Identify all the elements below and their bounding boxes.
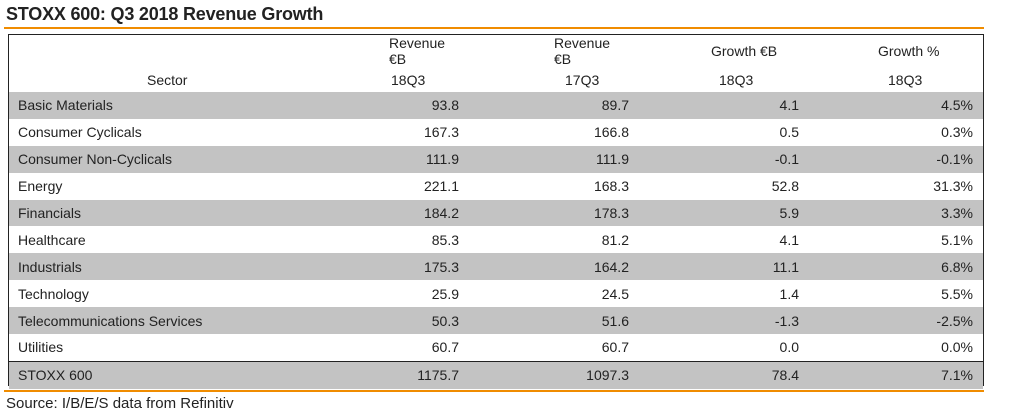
revenue-18q3-cell: 167.3 [423,124,459,141]
sector-cell: STOXX 600 [9,360,289,389]
revenue-17q3-cell: 89.7 [459,92,629,119]
growth-eur-cell: 4.1 [629,92,799,119]
revenue-17q3-cell: 166.8 [593,124,629,141]
revenue-17q3-cell: 24.5 [601,285,629,302]
revenue-17q3-cell: 178.3 [459,199,629,227]
table-row: Energy 221.1 168.3 52.8 31.3% [9,173,983,200]
sector-cell: Utilities [18,339,64,356]
revenue-18q3-cell: 93.8 [289,92,459,119]
revenue-18q3-cell: 111.9 [289,145,459,173]
growth-eur-cell: -1.3 [629,307,799,335]
growth-eur-cell: -0.1 [629,145,799,173]
growth-pct-cell: 3.3% [799,199,983,227]
title-rule [4,27,984,29]
header-row-2: Sector 18Q3 17Q3 18Q3 18Q3 [9,67,983,92]
growth-eur-cell: 4.1 [779,231,799,248]
growth-pct-cell: 5.5% [941,285,973,302]
revenue-17q3-cell: 81.2 [601,231,629,248]
growth-eur-cell: 52.8 [771,178,799,195]
table-row: Consumer Cyclicals 167.3 166.8 0.5 0.3% [9,119,983,146]
revenue-17q3-cell: 168.3 [593,178,629,195]
sector-cell: Basic Materials [9,92,289,119]
table-row: Technology 25.9 24.5 1.4 5.5% [9,280,983,307]
growth-pct-cell: -2.5% [799,307,983,335]
growth-pct-cell: 31.3% [933,178,973,195]
sector-cell: Healthcare [18,231,86,248]
header-revenue-17q3: Revenue €B [554,35,611,67]
growth-eur-cell: 78.4 [629,360,799,389]
revenue-17q3-cell: 164.2 [459,253,629,281]
table-row: Healthcare 85.3 81.2 4.1 5.1% [9,226,983,253]
sector-cell: Telecommunications Services [9,307,289,335]
header-period-18q3-pct: 18Q3 [888,71,923,88]
sector-cell: Technology [18,285,89,302]
table-row: Consumer Non-Cyclicals 111.9 111.9 -0.1 -0.1… [9,145,983,173]
header-period-18q3: 18Q3 [391,71,426,88]
table-row: Industrials 175.3 164.2 11.1 6.8% [9,253,983,281]
growth-pct-cell: 5.1% [941,231,973,248]
header-growth-eur: Growth €B [711,43,778,59]
sector-cell: Energy [18,178,63,195]
growth-eur-cell: 5.9 [629,199,799,227]
table-row: Telecommunications Services 50.3 51.6 -1.3-… [9,307,983,335]
total-row: STOXX 600 1175.7 1097.3 78.4 7.1% [9,360,983,389]
revenue-18q3-cell: 175.3 [289,253,459,281]
revenue-18q3-cell: 60.7 [431,339,459,356]
growth-eur-cell: 11.1 [629,253,799,281]
growth-pct-cell: 4.5% [799,92,983,119]
revenue-18q3-cell: 1175.7 [289,360,459,389]
growth-pct-cell: -0.1% [799,145,983,173]
header-period-18q3-growth: 18Q3 [719,71,754,88]
revenue-18q3-cell: 184.2 [289,199,459,227]
footer-rule [4,390,984,392]
revenue-18q3-cell: 50.3 [289,307,459,335]
source-note: Source: I/B/E/S data from Refinitiv [6,395,234,412]
revenue-18q3-cell: 221.1 [423,178,459,195]
header-cell [9,35,289,67]
growth-pct-cell: 0.0% [941,339,973,356]
header-revenue-18q3: Revenue €B [389,35,446,67]
growth-eur-cell: 0.0 [779,339,799,356]
sector-cell: Consumer Non-Cyclicals [9,145,289,173]
table-row: Basic Materials 93.8 89.7 4.1 4.5% [9,92,983,119]
growth-eur-cell: 0.5 [779,124,799,141]
table-row: Utilities 60.7 60.7 0.0 0.0% [9,334,983,361]
sector-cell: Financials [9,199,289,227]
table-row: Financials 184.2 178.3 5.9 3.3% [9,199,983,227]
revenue-17q3-cell: 60.7 [601,339,629,356]
growth-pct-cell: 6.8% [799,253,983,281]
growth-pct-cell: 7.1% [799,360,983,389]
page-title: STOXX 600: Q3 2018 Revenue Growth [6,4,324,24]
header-sector: Sector [147,71,188,88]
revenue-17q3-cell: 111.9 [459,145,629,173]
sector-cell: Industrials [9,253,289,281]
header-row-1: Revenue €B Revenue €B Growth €B Growth % [9,35,983,67]
revenue-18q3-cell: 25.9 [431,285,459,302]
revenue-17q3-cell: 1097.3 [459,360,629,389]
revenue-17q3-cell: 51.6 [459,307,629,335]
header-growth-pct: Growth % [878,43,940,59]
sector-cell: Consumer Cyclicals [18,124,142,141]
growth-eur-cell: 1.4 [779,285,799,302]
header-period-17q3: 17Q3 [565,71,600,88]
growth-pct-cell: 0.3% [941,124,973,141]
revenue-18q3-cell: 85.3 [431,231,459,248]
revenue-growth-table: Revenue €B Revenue €B Growth €B Growth %… [9,35,983,389]
